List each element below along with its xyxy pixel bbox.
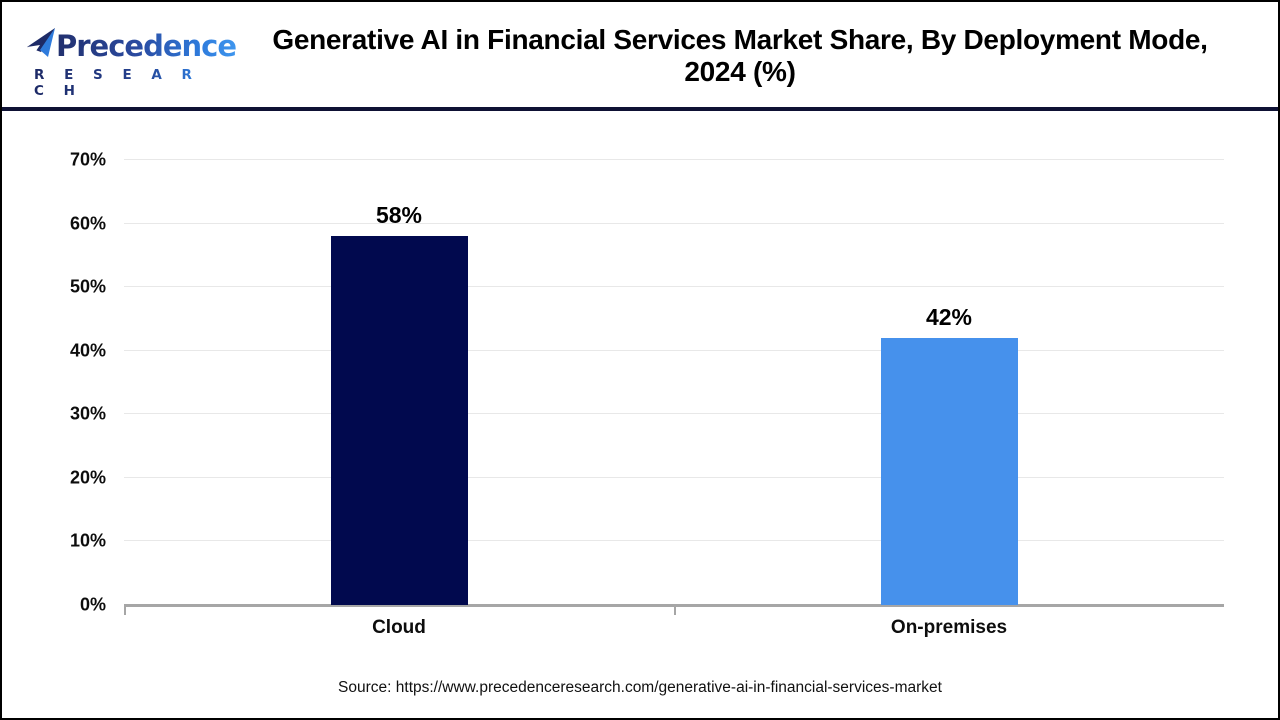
bar-group-on-premises: 42% — [674, 160, 1224, 605]
y-tick-label: 50% — [69, 276, 106, 297]
header: Precedence R E S E A R C H Generative AI… — [2, 2, 1278, 107]
plot-area: 58% 42% — [124, 159, 1224, 615]
category-label-on-premises: On-premises — [890, 617, 1008, 638]
gridline — [124, 286, 1224, 288]
x-axis-line — [124, 604, 1224, 607]
bar-value-label: 42% — [925, 304, 973, 330]
x-axis-tick — [674, 607, 676, 615]
precedence-research-logo: Precedence R E S E A R C H — [26, 26, 237, 99]
chart-area: 0% 10% 20% 30% 40% 50% 60% 70% 58% 42% Cloud On… — [2, 111, 1278, 718]
y-tick-label: 60% — [69, 213, 106, 234]
gridline — [124, 159, 1224, 160]
gridline — [124, 540, 1224, 542]
y-tick-label: 30% — [69, 403, 106, 424]
paper-plane-icon — [27, 28, 55, 57]
bar-value-label: 58% — [375, 202, 423, 229]
gridline — [124, 476, 1224, 478]
y-tick-label: 0% — [79, 594, 106, 615]
bar-group-cloud: 58% — [124, 160, 674, 605]
y-tick-label: 70% — [69, 149, 106, 170]
gridline — [124, 349, 1224, 351]
y-tick-label: 20% — [69, 467, 106, 488]
x-axis-tick — [124, 607, 126, 615]
source-text: Source: https://www.precedenceresearch.c… — [338, 679, 942, 696]
bar-cloud — [330, 236, 468, 605]
chart-title-line1: Generative AI in Financial Services Mark… — [272, 24, 1208, 55]
y-axis-labels: 0% 10% 20% 30% 40% 50% 60% 70% — [40, 150, 106, 615]
gridline — [124, 413, 1224, 415]
chart-title-line2: 2024 (%) — [684, 55, 796, 87]
category-label-cloud: Cloud — [372, 617, 426, 638]
bar-on-premises — [880, 338, 1018, 605]
gridline — [124, 222, 1224, 224]
chart-title: Generative AI in Financial Services Mark… — [232, 24, 1248, 88]
y-tick-label: 10% — [69, 530, 106, 551]
brand-name: Precedence — [56, 26, 237, 66]
y-tick-label: 40% — [69, 340, 106, 361]
brand-subname: R E S E A R C H — [34, 67, 226, 99]
header-divider — [2, 107, 1278, 111]
